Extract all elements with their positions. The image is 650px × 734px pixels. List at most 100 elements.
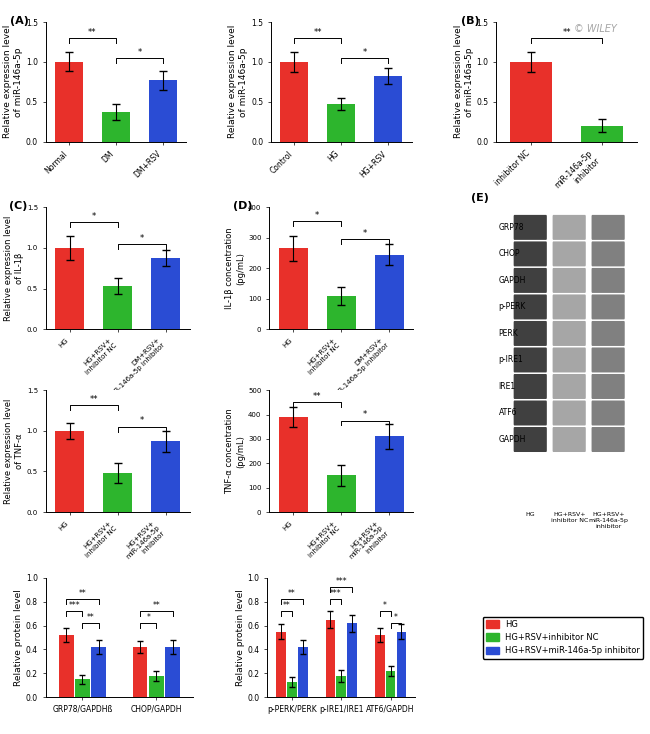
- Text: (D): (D): [233, 201, 253, 211]
- FancyBboxPatch shape: [592, 347, 625, 372]
- Text: *: *: [146, 613, 150, 622]
- Text: *: *: [140, 233, 144, 243]
- Bar: [165, 647, 180, 697]
- FancyBboxPatch shape: [552, 294, 586, 319]
- Bar: [103, 473, 132, 512]
- Text: ***: ***: [330, 589, 342, 598]
- Bar: [151, 441, 180, 512]
- Bar: [347, 623, 357, 697]
- Y-axis label: IL-1β concentration
(pg/mL): IL-1β concentration (pg/mL): [225, 228, 245, 309]
- FancyBboxPatch shape: [514, 347, 547, 372]
- FancyBboxPatch shape: [552, 215, 586, 240]
- FancyBboxPatch shape: [552, 347, 586, 372]
- Y-axis label: Relative protein level: Relative protein level: [14, 589, 23, 686]
- Text: p-IRE1: p-IRE1: [499, 355, 523, 365]
- Text: IRE1: IRE1: [499, 382, 515, 391]
- Text: **: **: [79, 589, 86, 598]
- Text: **: **: [313, 28, 322, 37]
- Y-axis label: Relative expression level
of IL-1β: Relative expression level of IL-1β: [4, 216, 24, 321]
- FancyBboxPatch shape: [592, 401, 625, 426]
- Bar: [151, 258, 180, 329]
- Bar: [103, 286, 132, 329]
- Y-axis label: Relative expression level
of miR-146a-5p: Relative expression level of miR-146a-5p: [228, 25, 248, 139]
- FancyBboxPatch shape: [592, 427, 625, 452]
- Bar: [92, 647, 106, 697]
- Bar: [375, 255, 404, 329]
- FancyBboxPatch shape: [592, 294, 625, 319]
- Bar: [374, 76, 402, 142]
- FancyBboxPatch shape: [592, 321, 625, 346]
- Text: ***: ***: [335, 577, 347, 586]
- Y-axis label: Relative expression level
of miR-146a-5p: Relative expression level of miR-146a-5p: [454, 25, 474, 139]
- FancyBboxPatch shape: [552, 268, 586, 293]
- Bar: [385, 671, 395, 697]
- Bar: [102, 112, 130, 142]
- Bar: [75, 680, 90, 697]
- FancyBboxPatch shape: [592, 241, 625, 266]
- Bar: [327, 476, 356, 512]
- Bar: [326, 619, 335, 697]
- Bar: [580, 126, 623, 142]
- FancyBboxPatch shape: [514, 374, 547, 399]
- Bar: [59, 635, 73, 697]
- Y-axis label: Relative protein level: Relative protein level: [236, 589, 245, 686]
- Bar: [149, 80, 177, 142]
- Bar: [55, 431, 84, 512]
- Bar: [327, 104, 356, 142]
- Text: **: **: [86, 613, 94, 622]
- Text: **: **: [283, 601, 291, 610]
- Text: ATF6: ATF6: [499, 409, 517, 418]
- Text: *: *: [363, 48, 367, 57]
- Text: CHOP: CHOP: [499, 250, 520, 258]
- Text: *: *: [137, 48, 142, 57]
- Text: **: **: [153, 601, 161, 610]
- Text: (E): (E): [471, 193, 489, 203]
- Text: **: **: [313, 392, 322, 401]
- Bar: [298, 647, 307, 697]
- Bar: [279, 248, 307, 329]
- Legend: HG, HG+RSV+inhibitor NC, HG+RSV+miR-146a-5p inhibitor: HG, HG+RSV+inhibitor NC, HG+RSV+miR-146a…: [483, 617, 644, 658]
- Text: GAPDH: GAPDH: [499, 435, 526, 444]
- FancyBboxPatch shape: [514, 427, 547, 452]
- Text: (A): (A): [10, 16, 29, 26]
- Text: (C): (C): [10, 201, 28, 211]
- Text: *: *: [394, 613, 398, 622]
- Text: *: *: [363, 410, 367, 419]
- Bar: [276, 631, 286, 697]
- Bar: [279, 417, 307, 512]
- Bar: [396, 631, 406, 697]
- Text: *: *: [92, 211, 96, 221]
- Bar: [133, 647, 148, 697]
- Bar: [336, 676, 346, 697]
- Bar: [375, 437, 404, 512]
- FancyBboxPatch shape: [514, 401, 547, 426]
- FancyBboxPatch shape: [592, 215, 625, 240]
- FancyBboxPatch shape: [514, 294, 547, 319]
- Text: HG: HG: [525, 512, 535, 517]
- FancyBboxPatch shape: [552, 401, 586, 426]
- Y-axis label: Relative expression level
of TNF-α: Relative expression level of TNF-α: [4, 399, 24, 504]
- Text: ***: ***: [68, 601, 80, 610]
- Y-axis label: TNF-α concentration
(pg/mL): TNF-α concentration (pg/mL): [225, 408, 245, 494]
- Text: HG+RSV+
miR-146a-5p
inhibitor: HG+RSV+ miR-146a-5p inhibitor: [588, 512, 628, 528]
- Bar: [327, 297, 356, 329]
- FancyBboxPatch shape: [552, 427, 586, 452]
- Text: **: **: [288, 589, 296, 598]
- Text: p-PERK: p-PERK: [499, 302, 526, 311]
- FancyBboxPatch shape: [514, 268, 547, 293]
- Bar: [375, 635, 385, 697]
- Text: © WILEY: © WILEY: [573, 23, 616, 34]
- FancyBboxPatch shape: [514, 321, 547, 346]
- Bar: [280, 62, 308, 142]
- Text: HG+RSV+
inhibitor NC: HG+RSV+ inhibitor NC: [551, 512, 588, 523]
- FancyBboxPatch shape: [514, 215, 547, 240]
- FancyBboxPatch shape: [552, 321, 586, 346]
- Text: *: *: [363, 229, 367, 238]
- Text: GAPDH: GAPDH: [499, 276, 526, 285]
- Text: **: **: [562, 28, 571, 37]
- Text: (B): (B): [461, 16, 480, 26]
- Text: *: *: [140, 416, 144, 426]
- Bar: [149, 676, 164, 697]
- Bar: [55, 62, 83, 142]
- Text: GRP78: GRP78: [499, 223, 524, 232]
